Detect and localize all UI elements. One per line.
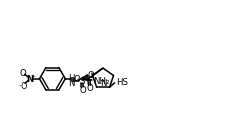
Text: NH₂: NH₂ [93,76,109,85]
Text: N: N [27,75,34,83]
Text: +: + [31,73,36,78]
Text: O: O [87,70,94,79]
Text: O: O [74,75,81,83]
Text: N: N [68,79,74,88]
Text: N: N [100,79,106,87]
Text: O: O [79,86,86,95]
Text: S: S [79,76,84,85]
Text: O: O [86,83,93,92]
Text: HS: HS [117,77,128,86]
Text: ⁻O: ⁻O [18,81,28,90]
Text: O: O [19,69,26,78]
Text: H: H [68,74,74,83]
